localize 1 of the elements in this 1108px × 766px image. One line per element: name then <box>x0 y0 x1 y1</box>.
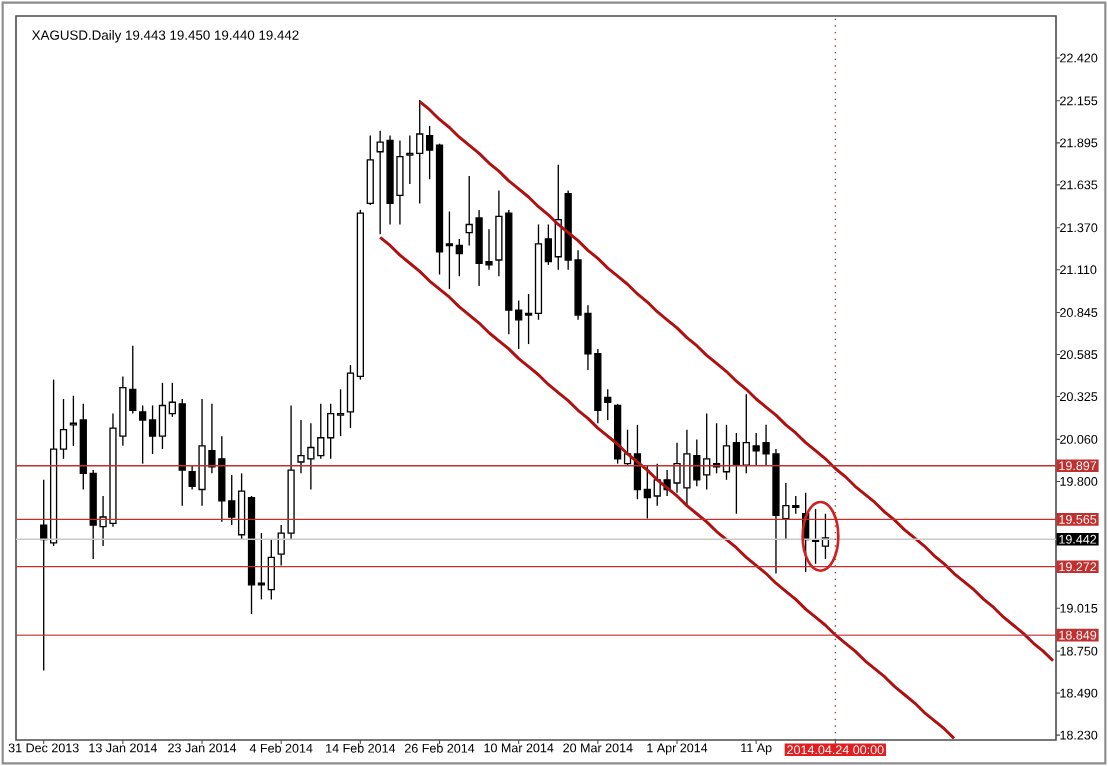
candlestick <box>366 134 374 206</box>
